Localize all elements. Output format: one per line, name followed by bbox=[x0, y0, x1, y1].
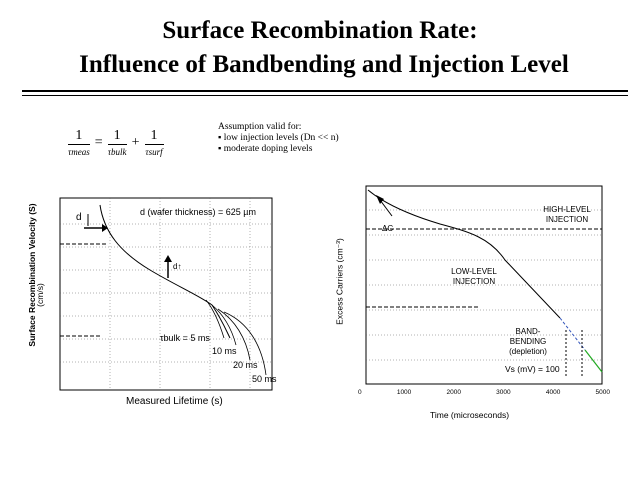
left-xlabel: Measured Lifetime (s) bbox=[126, 396, 223, 407]
lifetime-formula: 1 τmeas = 1 τbulk + 1 τsurf bbox=[68, 128, 164, 158]
right-decay-curve bbox=[367, 189, 561, 319]
left-curve-10ms bbox=[211, 304, 237, 346]
right-decay-tail-green bbox=[584, 349, 603, 373]
title-rule-thick bbox=[22, 90, 628, 92]
assumption-list: low injection levels (Dn << n) moderate … bbox=[218, 133, 339, 155]
annotation-wafer-thickness: d (wafer thickness) = 625 µm bbox=[140, 207, 256, 217]
left-yunit: (cm/s) bbox=[35, 283, 45, 307]
xtick: 3000 bbox=[496, 389, 511, 396]
arrow-pointer-icon bbox=[376, 195, 384, 204]
right-xticks: 0 1000 2000 3000 4000 5000 bbox=[358, 389, 610, 396]
xtick: 0 bbox=[358, 389, 362, 396]
arrow-label-d2: d↑ bbox=[173, 262, 182, 271]
fraction-bulk: 1 τbulk bbox=[107, 128, 127, 158]
label-vs: Vs (mV) = 100 bbox=[505, 364, 560, 374]
label-low-injection: LOW-LEVEL INJECTION bbox=[451, 267, 497, 286]
label-high-injection: HIGH-LEVEL INJECTION bbox=[543, 205, 591, 224]
numerator: 1 bbox=[113, 128, 121, 143]
denominator-bulk: τbulk bbox=[107, 147, 127, 157]
fraction-meas: 1 τmeas bbox=[68, 128, 90, 158]
label-20ms: 20 ms bbox=[233, 360, 258, 370]
assumption-item: moderate doping levels bbox=[218, 144, 339, 155]
arrow-label-d: d bbox=[76, 212, 82, 223]
label-10ms: 10 ms bbox=[212, 346, 237, 356]
arrow-right-icon bbox=[102, 224, 108, 232]
title-rule-thin bbox=[22, 95, 628, 96]
xtick: 1000 bbox=[396, 389, 412, 396]
label-50ms: 50 ms bbox=[252, 374, 277, 384]
left-main-curve bbox=[99, 204, 231, 339]
label-band-bending: BAND-BENDING (depletion) bbox=[509, 327, 547, 356]
plus-sign: + bbox=[131, 135, 140, 150]
right-decay-tail-blue bbox=[559, 317, 586, 351]
denominator-surf: τsurf bbox=[145, 147, 163, 157]
right-xlabel: Time (microseconds) bbox=[430, 410, 510, 420]
equals-sign: = bbox=[94, 135, 103, 150]
xtick: 4000 bbox=[545, 389, 561, 396]
assumption-note: Assumption valid for: low injection leve… bbox=[218, 122, 339, 155]
xtick: 5000 bbox=[595, 389, 610, 396]
title-line-1: Surface Recombination Rate: bbox=[162, 17, 478, 44]
assumption-item: low injection levels (Dn << n) bbox=[218, 133, 339, 144]
title-line-2: Influence of Bandbending and Injection L… bbox=[79, 51, 569, 78]
assumption-heading: Assumption valid for: bbox=[218, 122, 302, 132]
right-ylabel: Excess Carriers (cm⁻³) bbox=[334, 238, 345, 325]
fraction-surf: 1 τsurf bbox=[144, 128, 164, 158]
denominator-meas: τmeas bbox=[68, 147, 90, 157]
label-tau-bulk: τbulk = 5 ms bbox=[160, 333, 210, 343]
label-tick: ΔC bbox=[382, 224, 394, 233]
arrow-up-icon bbox=[164, 255, 172, 262]
numerator: 1 bbox=[150, 128, 158, 143]
numerator: 1 bbox=[75, 128, 83, 143]
xtick: 2000 bbox=[446, 389, 461, 396]
